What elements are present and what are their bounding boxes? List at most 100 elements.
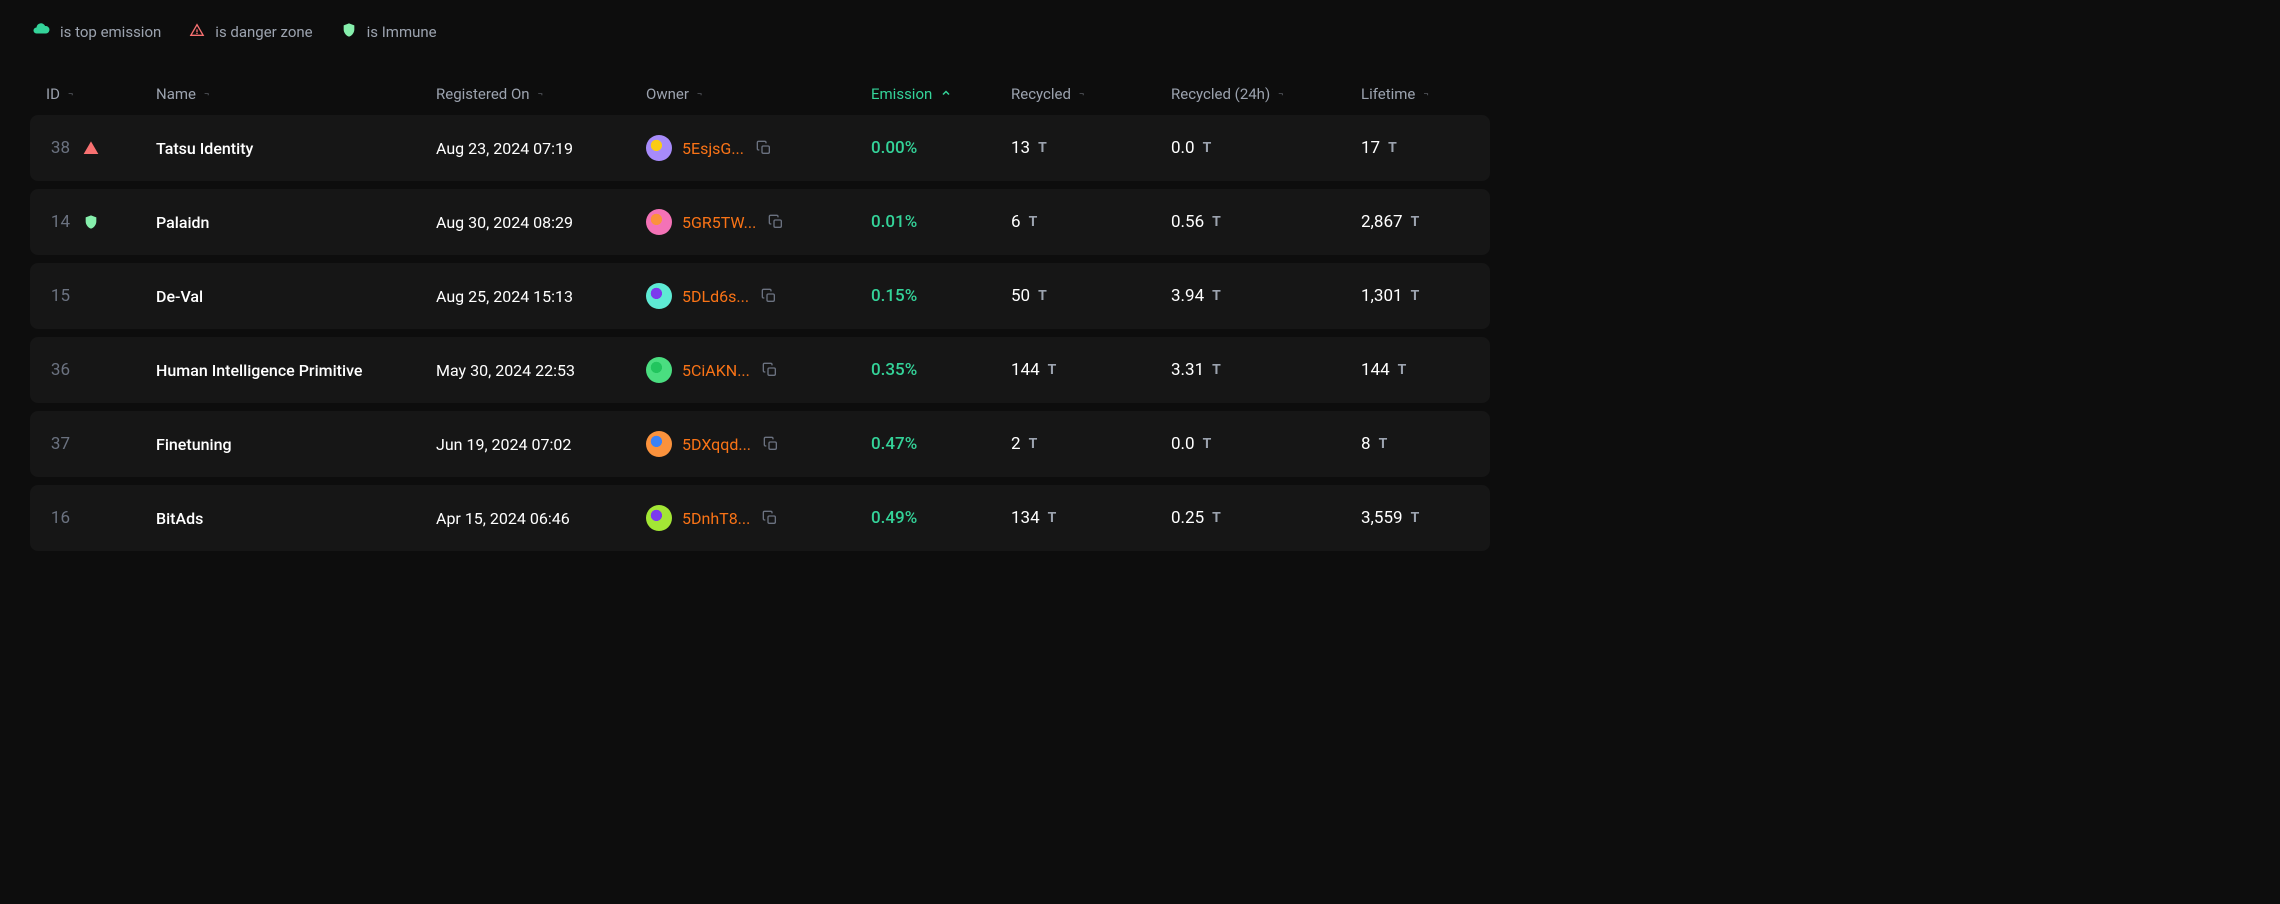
tau-icon: T [1411,288,1420,304]
tau-icon: T [1203,436,1212,452]
sort-icon: ¬ [68,89,74,100]
table-row[interactable]: 37 Finetuning Jun 19, 2024 07:02 5DXqqd.… [30,411,1490,477]
legend-bar: is top emission is danger zone is Immune [30,20,1490,43]
column-header-registered[interactable]: Registered On ¬ [436,85,636,103]
copy-button[interactable] [766,212,786,232]
column-header-emission[interactable]: Emission [871,85,1001,103]
table-header: ID ¬ Name ¬ Registered On ¬ Owner ¬ Emis… [30,73,1490,115]
lifetime-value: 1,301 [1361,286,1403,306]
sort-icon: ¬ [697,89,703,100]
column-header-id[interactable]: ID ¬ [46,85,146,103]
owner-cell: 5DLd6s... [646,283,861,309]
column-header-recycled24h[interactable]: Recycled (24h) ¬ [1171,85,1351,103]
name-cell: BitAds [156,509,426,528]
name-cell: De-Val [156,287,426,306]
owner-cell: 5GR5TW... [646,209,861,235]
status-none [82,509,100,527]
legend-danger-zone-label: is danger zone [215,23,312,41]
emission-cell: 0.15% [871,286,1001,306]
recycled-cell: 144 T [1011,360,1161,380]
lifetime-value: 3,559 [1361,508,1403,528]
lifetime-cell: 2,867 T [1361,212,1491,232]
legend-top-emission-label: is top emission [60,23,161,41]
owner-address[interactable]: 5DnhT8... [682,509,750,528]
recycled24h-value: 3.31 [1171,360,1204,380]
recycled-value: 134 [1011,508,1040,528]
id-cell: 15 [46,286,146,306]
recycled-cell: 50 T [1011,286,1161,306]
sort-icon: ¬ [538,89,544,100]
tau-icon: T [1212,288,1221,304]
recycled-value: 2 [1011,434,1021,454]
row-id: 16 [46,508,70,528]
recycled-value: 6 [1011,212,1021,232]
column-header-recycled[interactable]: Recycled ¬ [1011,85,1161,103]
recycled-cell: 6 T [1011,212,1161,232]
id-cell: 14 [46,212,146,232]
table-row[interactable]: 15 De-Val Aug 25, 2024 15:13 5DLd6s... 0… [30,263,1490,329]
recycled-value: 50 [1011,286,1030,306]
tau-icon: T [1388,140,1397,156]
recycled-cell: 13 T [1011,138,1161,158]
sort-up-icon [940,87,952,102]
emission-cell: 0.35% [871,360,1001,380]
name-cell: Finetuning [156,435,426,454]
id-cell: 37 [46,434,146,454]
id-cell: 16 [46,508,146,528]
danger-icon [82,139,100,157]
tau-icon: T [1212,362,1221,378]
tau-icon: T [1029,214,1038,230]
copy-button[interactable] [754,138,774,158]
recycled24h-cell: 0.0 T [1171,138,1351,158]
owner-address[interactable]: 5EsjsG... [682,139,744,158]
lifetime-cell: 8 T [1361,434,1491,454]
recycled24h-cell: 0.25 T [1171,508,1351,528]
emission-cell: 0.00% [871,138,1001,158]
tau-icon: T [1212,510,1221,526]
sort-icon: ¬ [1079,89,1085,100]
registered-cell: May 30, 2024 22:53 [436,361,636,380]
owner-address[interactable]: 5DLd6s... [682,287,749,306]
owner-cell: 5DXqqd... [646,431,861,457]
status-none [82,287,100,305]
tau-icon: T [1203,140,1212,156]
tau-icon: T [1411,214,1420,230]
column-header-lifetime[interactable]: Lifetime ¬ [1361,85,1491,103]
legend-immune-label: is Immune [367,23,437,41]
status-none [82,361,100,379]
table-row[interactable]: 16 BitAds Apr 15, 2024 06:46 5DnhT8... 0… [30,485,1490,551]
shield-icon [341,22,357,42]
tau-icon: T [1048,510,1057,526]
avatar [646,505,672,531]
table-row[interactable]: 36 Human Intelligence Primitive May 30, … [30,337,1490,403]
sort-icon: ¬ [204,89,210,100]
copy-button[interactable] [761,434,781,454]
lifetime-value: 17 [1361,138,1380,158]
registered-cell: Jun 19, 2024 07:02 [436,435,636,454]
column-header-name[interactable]: Name ¬ [156,85,426,103]
emission-cell: 0.47% [871,434,1001,454]
copy-button[interactable] [760,360,780,380]
owner-address[interactable]: 5GR5TW... [682,213,756,232]
avatar [646,135,672,161]
recycled24h-value: 0.0 [1171,434,1195,454]
avatar [646,431,672,457]
cloud-icon [32,20,50,43]
column-header-owner[interactable]: Owner ¬ [646,85,861,103]
recycled24h-cell: 0.0 T [1171,434,1351,454]
recycled24h-value: 0.25 [1171,508,1204,528]
avatar [646,209,672,235]
table-row[interactable]: 14 Palaidn Aug 30, 2024 08:29 5GR5TW... … [30,189,1490,255]
name-cell: Human Intelligence Primitive [156,361,426,380]
recycled24h-value: 0.56 [1171,212,1204,232]
recycled24h-cell: 0.56 T [1171,212,1351,232]
owner-address[interactable]: 5DXqqd... [682,435,751,454]
owner-address[interactable]: 5CiAKN... [682,361,750,380]
table-row[interactable]: 38 Tatsu Identity Aug 23, 2024 07:19 5Es… [30,115,1490,181]
copy-button[interactable] [760,508,780,528]
tau-icon: T [1029,436,1038,452]
copy-button[interactable] [759,286,779,306]
avatar [646,283,672,309]
legend-top-emission: is top emission [32,20,161,43]
row-id: 38 [46,138,70,158]
